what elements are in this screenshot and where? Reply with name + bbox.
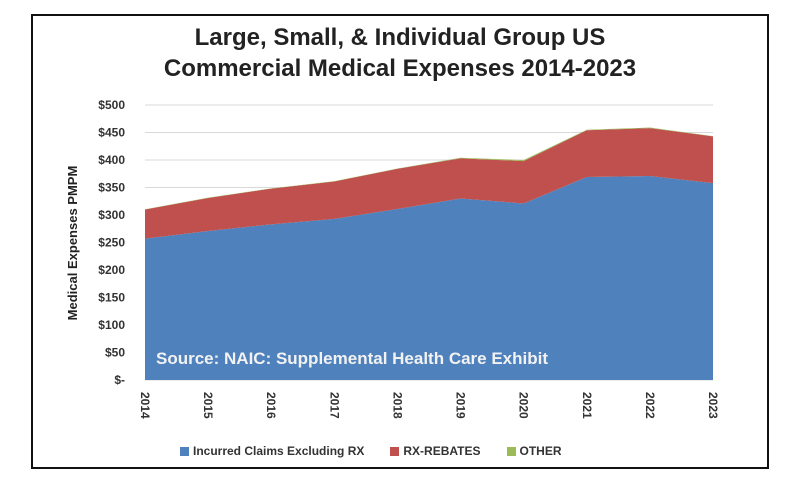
area-series-1 <box>145 128 713 239</box>
title-line-1: Large, Small, & Individual Group US <box>194 24 606 51</box>
legend-swatch <box>180 447 189 457</box>
legend-label: RX-REBATES <box>403 444 481 458</box>
legend: Incurred Claims Excluding RX RX-REBATES OT… <box>180 444 562 458</box>
y-axis-label: Medical Expenses PMPM <box>65 166 80 321</box>
legend-label: OTHER <box>519 444 562 458</box>
legend-label: Incurred Claims Excluding RX <box>193 444 365 458</box>
y-tick-label: $300 <box>98 208 125 222</box>
y-tick-label: $200 <box>98 263 125 277</box>
y-tick-label: $400 <box>98 153 125 167</box>
source-annotation: Source: NAIC: Supplemental Health Care E… <box>156 349 548 368</box>
legend-item: OTHER <box>506 444 562 458</box>
x-tick-label: 2017 <box>327 392 341 419</box>
x-tick-label: 2022 <box>643 392 657 419</box>
y-tick-label: $500 <box>98 98 125 112</box>
title-line-2: Commercial Medical Expenses 2014-2023 <box>163 55 637 82</box>
y-tick-label: $- <box>114 373 125 387</box>
x-tick-label: 2020 <box>517 392 531 419</box>
legend-item: Incurred Claims Excluding RX <box>180 444 364 458</box>
y-tick-label: $450 <box>98 126 125 140</box>
y-tick-label: $50 <box>105 346 125 360</box>
x-tick-label: 2018 <box>390 392 404 419</box>
y-tick-label: $150 <box>98 291 125 305</box>
y-tick-label: $100 <box>98 318 125 332</box>
legend-item: RX-REBATES <box>390 444 481 458</box>
legend-swatch <box>390 447 400 457</box>
x-tick-label: 2014 <box>138 392 152 419</box>
x-tick-label: 2023 <box>706 392 720 419</box>
area-series-0 <box>145 175 713 380</box>
x-tick-label: 2019 <box>454 392 468 419</box>
x-tick-label: 2016 <box>264 392 278 419</box>
y-tick-label: $250 <box>98 236 125 250</box>
chart-title: Large, Small, & Individual Group US Comm… <box>0 22 800 84</box>
x-tick-label: 2021 <box>580 392 594 419</box>
x-tick-label: 2015 <box>201 392 215 419</box>
legend-swatch <box>506 447 516 457</box>
y-tick-label: $350 <box>98 181 125 195</box>
